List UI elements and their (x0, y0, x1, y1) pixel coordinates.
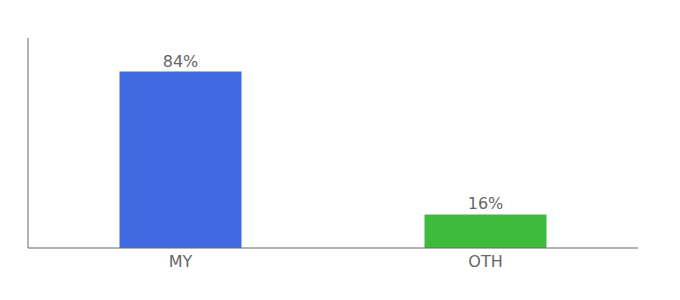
svg-text:16%: 16% (468, 194, 504, 213)
svg-text:84%: 84% (163, 52, 199, 71)
svg-text:OTH: OTH (468, 252, 502, 271)
svg-text:MY: MY (169, 252, 193, 271)
